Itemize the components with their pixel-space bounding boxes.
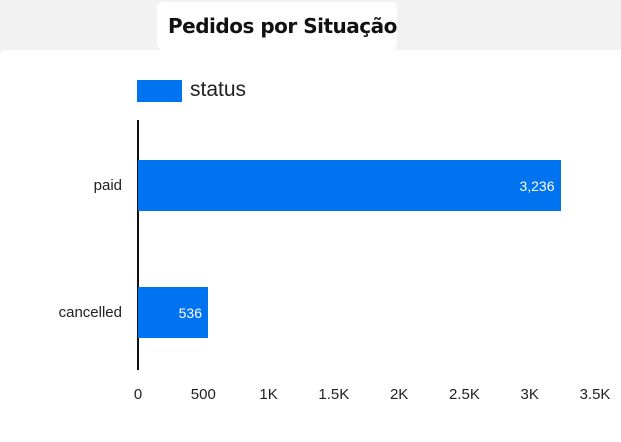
bar-paid[interactable]: 3,236 — [138, 160, 561, 211]
x-tick-label: 2K — [389, 386, 409, 403]
x-tick-label: 3K — [520, 386, 539, 403]
chart-title: Pedidos por Situação — [168, 14, 397, 38]
x-tick-label: 3.5K — [579, 386, 611, 403]
x-tick-label: 2.5K — [448, 386, 480, 403]
x-tick-label: 500 — [190, 386, 216, 403]
bar-value-label: 3,236 — [519, 177, 555, 194]
y-axis-line — [137, 120, 139, 370]
legend-swatch — [137, 80, 182, 102]
category-label-paid: paid — [93, 177, 122, 194]
category-label-cancelled: cancelled — [58, 304, 122, 321]
title-card — [157, 2, 397, 50]
bar-cancelled[interactable]: 536 — [138, 287, 208, 338]
x-tick-label: 0 — [133, 386, 143, 403]
legend-label: status — [190, 78, 247, 101]
bar-value-label: 536 — [178, 304, 202, 321]
x-tick-label: 1.5K — [318, 386, 350, 403]
x-tick-label: 1K — [259, 386, 278, 403]
chart-panel — [0, 50, 621, 442]
